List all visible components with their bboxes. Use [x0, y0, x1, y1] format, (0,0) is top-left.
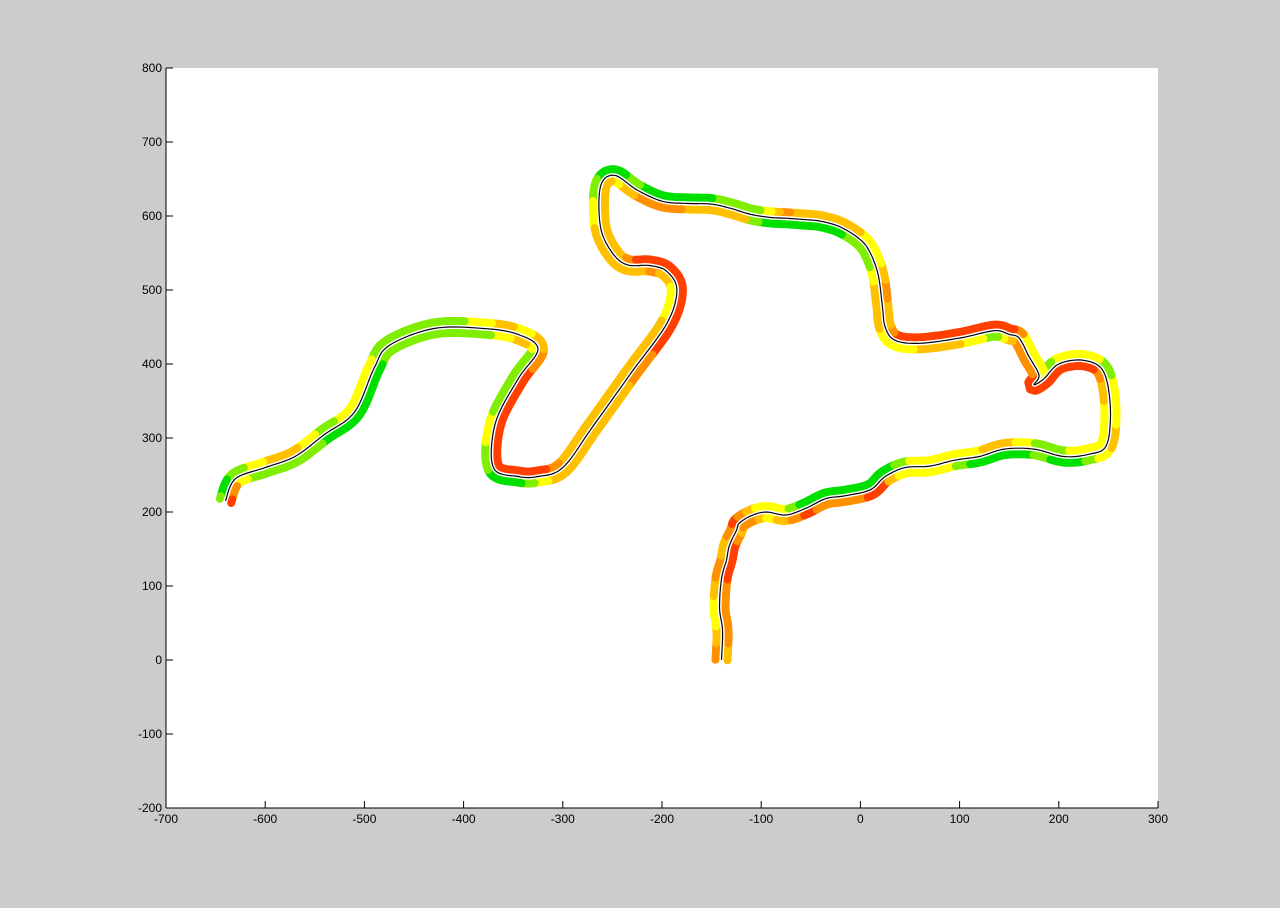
track-left-band [357, 355, 376, 387]
track-centerline [224, 174, 1112, 661]
tick-layer: -700 -600 -500 -400 -300 -200 -100 0 100 200 300 -2… [138, 61, 1168, 826]
track-right-band [489, 379, 513, 416]
x-tick-label: -100 [749, 812, 773, 826]
track-right-band [481, 407, 498, 447]
track-left-band [588, 197, 599, 233]
y-tick-label: 300 [142, 431, 162, 445]
y-tick-label: 0 [155, 653, 162, 667]
y-tick-label: 700 [142, 135, 162, 149]
y-tick-label: 100 [142, 579, 162, 593]
track-left-band [488, 319, 518, 331]
track-left-band [398, 318, 437, 336]
track-left-band [428, 317, 469, 327]
track-right-band [504, 357, 528, 388]
x-tick-label: -600 [253, 812, 277, 826]
track-left-band [460, 317, 497, 328]
track-left-band [500, 385, 523, 421]
track-right-band [227, 495, 237, 507]
track-left-band [493, 439, 503, 470]
track-right-band [931, 340, 965, 352]
track-left-band [1107, 420, 1121, 452]
track-right-band [600, 180, 612, 206]
x-tick-label: -300 [551, 812, 575, 826]
track-right-band [355, 383, 377, 420]
track-right-band [1026, 383, 1047, 395]
track-left-band [215, 492, 225, 503]
x-tick-label: -200 [650, 812, 674, 826]
track-left-band [588, 175, 601, 206]
track-right-band [481, 438, 492, 474]
x-tick-label: 0 [857, 812, 864, 826]
track-right-band [648, 322, 677, 359]
y-tick-label: -200 [138, 801, 162, 815]
x-tick-label: 300 [1148, 812, 1168, 826]
x-tick-label: 200 [1049, 812, 1069, 826]
track-right-band [562, 445, 589, 476]
track-right-band [625, 350, 657, 390]
track-right-band [430, 329, 469, 339]
x-tick-label: 100 [950, 812, 970, 826]
track-right-band [600, 381, 634, 425]
track-left-band [514, 365, 537, 394]
x-tick-label: -700 [154, 812, 178, 826]
track-right-band [460, 329, 495, 340]
track-left-band [615, 343, 647, 383]
track-layer [215, 165, 1121, 665]
track-right-band [403, 330, 439, 347]
track-left-band [493, 412, 509, 448]
track-left-band [930, 328, 963, 340]
track-right-band [580, 416, 609, 454]
track-left-band [591, 374, 624, 418]
track-left-band [638, 316, 666, 352]
track-right-band [483, 466, 511, 486]
x-tick-label: -500 [352, 812, 376, 826]
y-tick-label: 500 [142, 283, 162, 297]
track-left-band [657, 296, 674, 325]
track-right-band [368, 360, 387, 392]
y-tick-label: -100 [138, 727, 162, 741]
y-tick-label: 400 [142, 357, 162, 371]
y-tick-label: 200 [142, 505, 162, 519]
track-left-band [1111, 396, 1121, 429]
y-tick-label: 800 [142, 61, 162, 75]
x-tick-label: -400 [452, 812, 476, 826]
y-tick-label: 600 [142, 209, 162, 223]
track-right-band [668, 298, 686, 331]
track-left-band [570, 409, 600, 447]
